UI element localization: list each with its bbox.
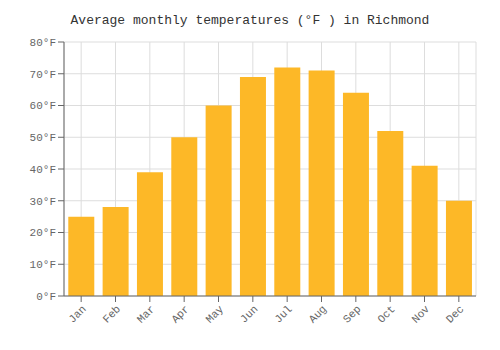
svg-text:30°F: 30°F xyxy=(30,196,56,208)
svg-text:Aug: Aug xyxy=(307,303,329,325)
html-text:Average monthly temperatures (: Average monthly temperatures (°F ) in Ri… xyxy=(70,13,430,28)
svg-text:10°F: 10°F xyxy=(30,259,56,271)
svg-text:70°F: 70°F xyxy=(30,69,56,81)
svg-text:Feb: Feb xyxy=(101,303,123,325)
svg-text:Dec: Dec xyxy=(444,303,466,325)
svg-text:May: May xyxy=(204,303,227,326)
svg-text:60°F: 60°F xyxy=(30,100,56,112)
svg-text:40°F: 40°F xyxy=(30,164,56,176)
svg-text:0°F: 0°F xyxy=(36,291,56,303)
svg-text:Jul: Jul xyxy=(272,303,294,325)
svg-text:Nov: Nov xyxy=(410,303,433,326)
svg-text:50°F: 50°F xyxy=(30,132,56,144)
svg-text:Apr: Apr xyxy=(169,303,191,325)
svg-text:Mar: Mar xyxy=(135,303,157,325)
svg-text:Jun: Jun xyxy=(238,303,260,325)
svg-text:80°F: 80°F xyxy=(30,37,56,49)
svg-text:20°F: 20°F xyxy=(30,227,56,239)
svg-text:Oct: Oct xyxy=(375,303,397,325)
svg-text:Jan: Jan xyxy=(66,303,88,325)
svg-text:Sep: Sep xyxy=(341,303,363,325)
